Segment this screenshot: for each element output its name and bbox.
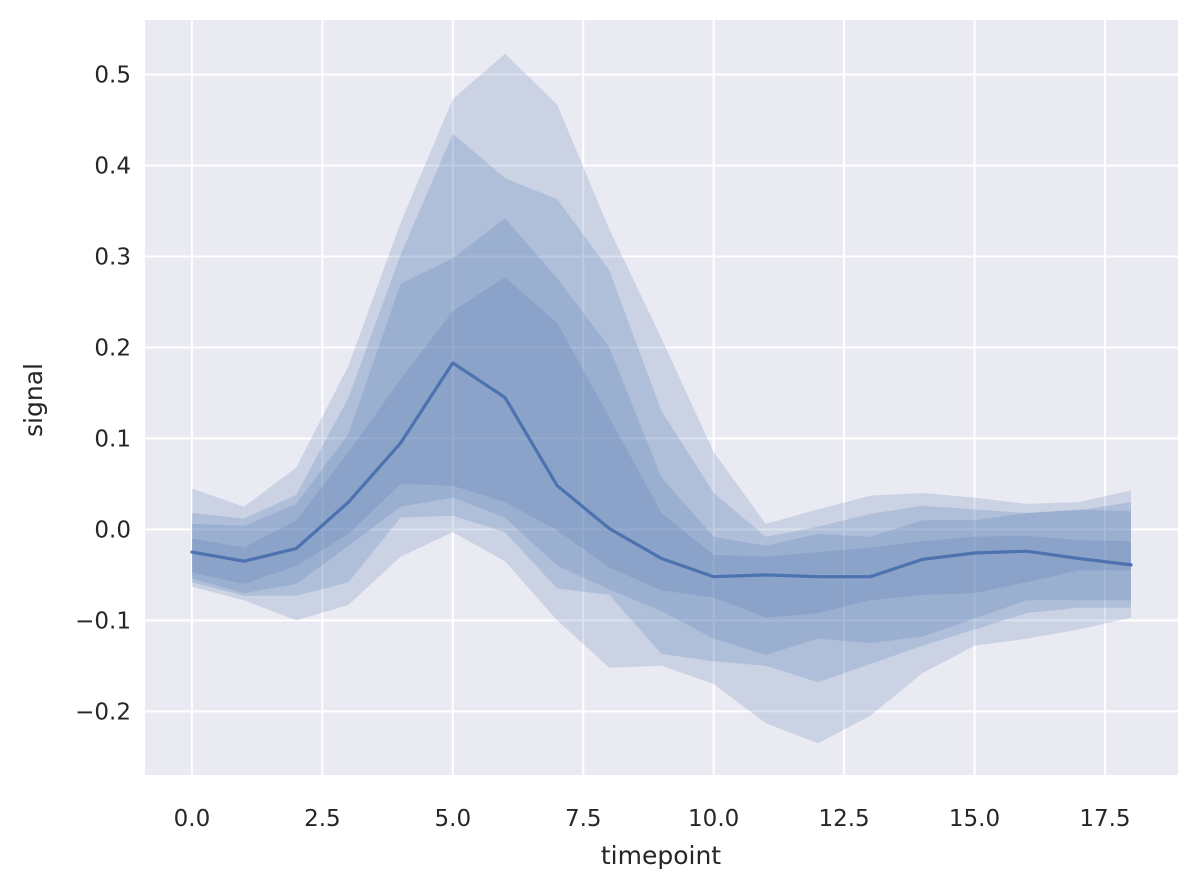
x-axis-ticks: 0.0 2.5 5.0 7.5 10.0 12.5 15.0 17.5 [174, 806, 1131, 832]
confidence-band-1 [192, 133, 1131, 683]
x-tick-label: 12.5 [818, 806, 869, 832]
x-tick-label: 0.0 [174, 806, 211, 832]
x-tick-label: 17.5 [1079, 806, 1130, 832]
y-tick-label: −0.1 [75, 608, 131, 634]
y-tick-label: 0.0 [94, 517, 131, 543]
confidence-bands [192, 53, 1131, 744]
x-tick-label: 15.0 [949, 806, 1000, 832]
y-tick-label: 0.4 [94, 154, 131, 180]
y-tick-label: 0.2 [94, 335, 131, 361]
x-tick-label: 7.5 [565, 806, 602, 832]
x-tick-label: 10.0 [688, 806, 739, 832]
y-tick-label: 0.3 [94, 245, 131, 271]
y-tick-label: −0.2 [75, 699, 131, 725]
y-axis-ticks: −0.2 −0.1 0.0 0.1 0.2 0.3 0.4 0.5 [75, 63, 131, 726]
x-axis-label: timepoint [601, 841, 721, 870]
mean-line-group [190, 361, 1133, 579]
grid-lines [145, 20, 1178, 775]
confidence-band-3 [192, 277, 1131, 618]
y-tick-label: 0.1 [94, 426, 131, 452]
y-tick-label: 0.5 [94, 63, 131, 89]
x-tick-label: 2.5 [304, 806, 341, 832]
y-axis-label: signal [19, 363, 48, 437]
x-tick-label: 5.0 [435, 806, 472, 832]
confidence-band-2 [192, 218, 1131, 655]
confidence-band-0 [192, 53, 1131, 744]
plot-background [145, 20, 1178, 775]
mean-line [190, 361, 1133, 579]
